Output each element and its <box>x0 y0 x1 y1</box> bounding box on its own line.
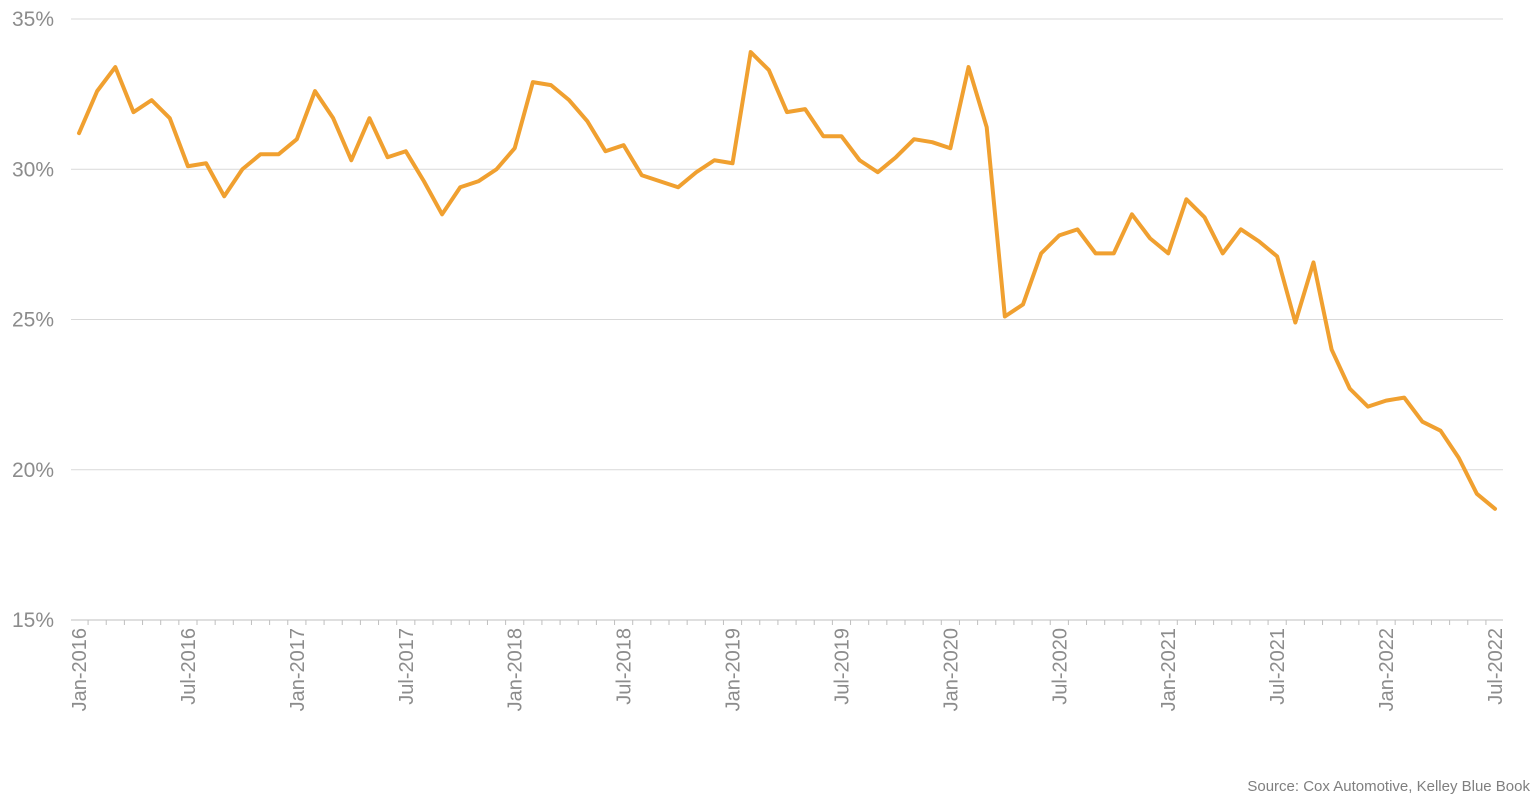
x-tick-label: Jan-2019 <box>723 628 745 711</box>
y-tick-labels: 15% 20% 25% 30% 35% <box>12 8 54 632</box>
x-tick-marks <box>87 620 1487 625</box>
y-tick-label: 30% <box>12 158 54 181</box>
series-line <box>77 50 1497 511</box>
x-tick-label: Jan-2016 <box>69 628 91 711</box>
y-tick-label: 35% <box>12 8 54 31</box>
x-tick-label: Jul-2018 <box>614 628 636 705</box>
x-tick-label: Jul-2019 <box>831 628 853 705</box>
x-tick-label: Jul-2021 <box>1267 628 1289 705</box>
x-tick-label: Jan-2021 <box>1158 628 1180 711</box>
x-tick-label: Jan-2018 <box>505 628 527 711</box>
x-tick-label: Jul-2020 <box>1049 628 1071 705</box>
gridlines <box>71 18 1503 471</box>
y-tick-label: 20% <box>12 459 54 482</box>
x-tick-label: Jan-2022 <box>1376 628 1398 711</box>
x-tick-label: Jul-2017 <box>396 628 418 705</box>
source-note: Source: Cox Automotive, Kelley Blue Book <box>1247 778 1530 795</box>
y-tick-label: 15% <box>12 609 54 632</box>
series-group <box>77 50 1497 511</box>
x-tick-label: Jan-2017 <box>287 628 309 711</box>
x-tick-labels: Jan-2016 Jul-2016 Jan-2017 Jul-2017 Jan-2018… <box>69 628 1507 711</box>
x-tick-label: Jan-2020 <box>940 628 962 711</box>
x-tick-label: Jul-2016 <box>178 628 200 705</box>
y-tick-label: 25% <box>12 309 54 332</box>
x-tick-label: Jul-2022 <box>1485 628 1507 705</box>
